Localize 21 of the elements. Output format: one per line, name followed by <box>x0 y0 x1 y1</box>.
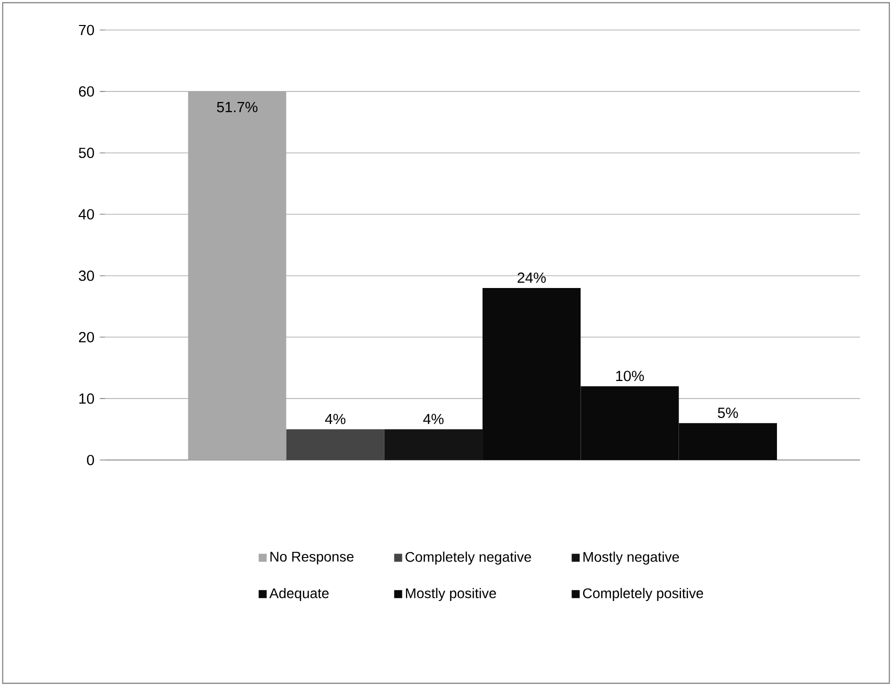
legend-label: Adequate <box>269 588 329 601</box>
bar <box>286 429 384 460</box>
annotation: 4% <box>423 414 444 424</box>
y-tick-label: 40 <box>78 209 94 220</box>
y-tick-label: 20 <box>79 332 94 342</box>
y-tick-label: 10 <box>79 393 94 404</box>
annotation: 4% <box>325 414 346 424</box>
annotation: 10% <box>616 370 644 382</box>
legend-label: Completely positive <box>583 588 704 601</box>
y-tick-label: 30 <box>78 270 94 281</box>
y-tick-label: 60 <box>79 86 94 97</box>
legend-label: No Response <box>270 552 354 564</box>
annotation: 5% <box>718 408 738 418</box>
annotation: 51.7% <box>216 102 258 112</box>
y-tick-label: 0 <box>86 454 94 466</box>
legend-label: Mostly negative <box>584 552 679 565</box>
annotation: 24% <box>518 272 546 283</box>
legend-label: Mostly positive <box>406 588 496 601</box>
legend-label: Completely negative <box>406 552 532 565</box>
y-tick-label: 70 <box>79 24 94 36</box>
y-tick-label: 50 <box>78 148 94 158</box>
